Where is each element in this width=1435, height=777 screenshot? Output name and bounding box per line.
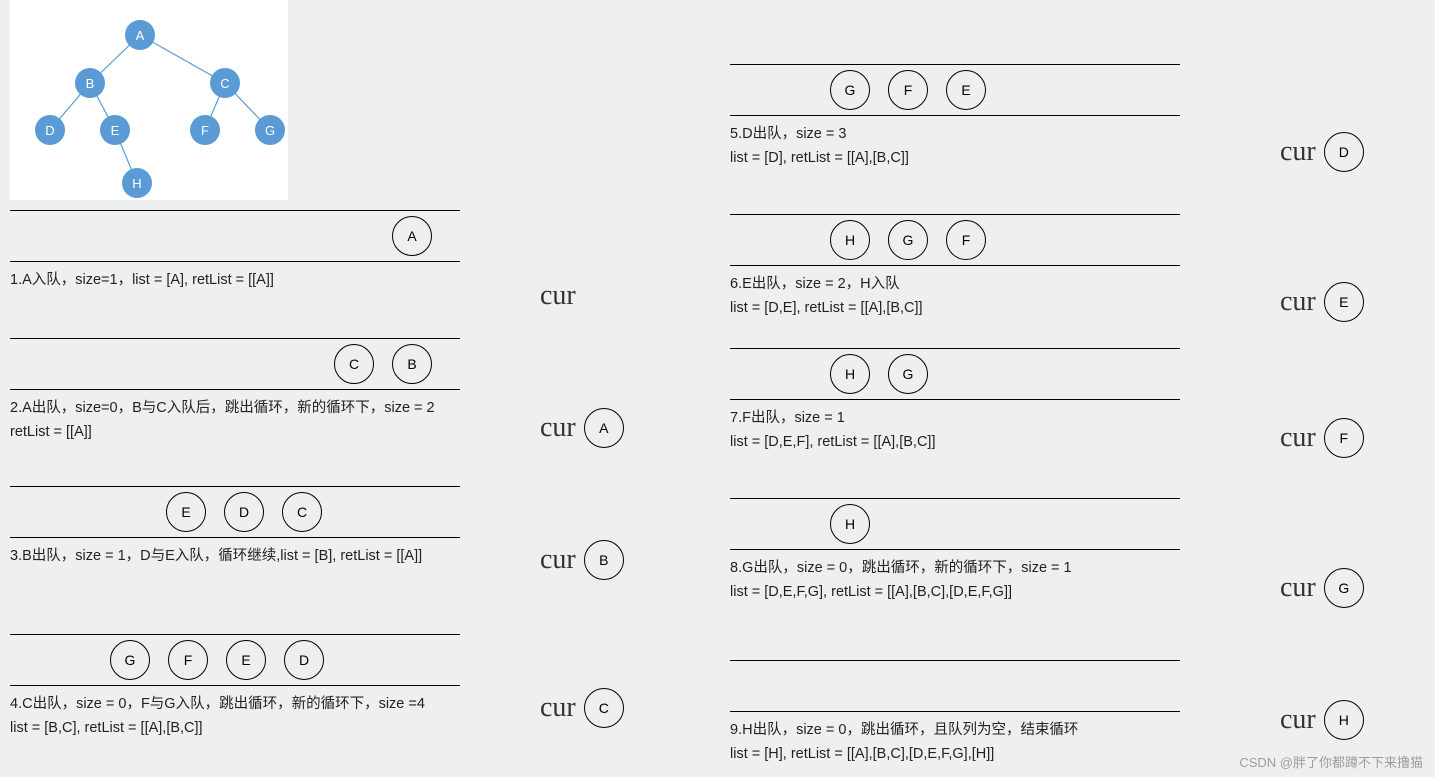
step-text-1: 1.A入队，size=1，list = [A], retList = [[A]] [10,270,460,292]
cur-node: B [584,540,624,580]
queue-node: G [830,70,870,110]
step-text-1: 6.E出队，size = 2，H入队 [730,274,1180,296]
tree-diagram: AB C D E F G H [10,0,288,200]
cur-indicator: curE [1280,282,1364,322]
cur-indicator: curG [1280,568,1364,608]
step: 9.H出队，size = 0，跳出循环，且队列为空，结束循环list = [H]… [730,660,1180,766]
cur-label: cur [1280,704,1316,736]
tree-node-D: D [35,115,65,145]
step: CB 2.A出队，size=0，B与C入队后，跳出循环，新的循环下，size = … [10,338,460,444]
step: GFE 5.D出队，size = 3list = [D], retList = [… [730,64,1180,170]
queue-row [730,661,1180,711]
queue-node: E [226,640,266,680]
cur-label: cur [540,280,576,312]
queue-row: GFE [730,65,1180,115]
queue-row: HGF [730,215,1180,265]
queue-row: HG [730,349,1180,399]
queue-node: G [888,220,928,260]
tree-node-B: B [75,68,105,98]
step-text-1: 3.B出队，size = 1，D与E入队，循环继续,list = [B], re… [10,546,460,568]
step: H 8.G出队，size = 0，跳出循环，新的循环下，size = 1list … [730,498,1180,604]
queue-row: A [10,211,460,261]
queue-node: D [284,640,324,680]
queue-node: G [888,354,928,394]
queue-node: F [946,220,986,260]
left-column: ABCDEFGHA1.A入队，size=1，list = [A], retLis… [0,0,720,777]
queue-node: G [110,640,150,680]
watermark: CSDN @胖了你都蹲不下来撸猫 [1239,752,1423,771]
step: HGF 6.E出队，size = 2，H入队list = [D,E], retLi… [730,214,1180,320]
queue-node: C [334,344,374,384]
cur-label: cur [1280,572,1316,604]
right-column: GFE5.D出队，size = 3list = [D], retList = [… [720,0,1435,777]
cur-label: cur [540,692,576,724]
tree-node-C: C [210,68,240,98]
cur-indicator: curD [1280,132,1364,172]
cur-node: G [1324,568,1364,608]
step-text-2: list = [D,E,F], retList = [[A],[B,C]] [730,432,1180,454]
cur-indicator: curA [540,408,624,448]
queue-row: CB [10,339,460,389]
cur-node: F [1324,418,1364,458]
step: GFED 4.C出队，size = 0，F与G入队，跳出循环，新的循环下，size… [10,634,460,740]
step-text-1: 7.F出队，size = 1 [730,408,1180,430]
cur-indicator: curF [1280,418,1364,458]
step-text-2: list = [D,E], retList = [[A],[B,C]] [730,298,1180,320]
step-text-2: list = [D], retList = [[A],[B,C]] [730,148,1180,170]
cur-node: E [1324,282,1364,322]
cur-label: cur [1280,422,1316,454]
cur-label: cur [540,412,576,444]
queue-node: B [392,344,432,384]
queue-node: C [282,492,322,532]
queue-row: EDC [10,487,460,537]
step-text-2: list = [D,E,F,G], retList = [[A],[B,C],[… [730,582,1180,604]
step-text-1: 5.D出队，size = 3 [730,124,1180,146]
page: ABCDEFGHA1.A入队，size=1，list = [A], retLis… [0,0,1435,777]
queue-node: F [888,70,928,110]
cur-node: H [1324,700,1364,740]
cur-indicator: curB [540,540,624,580]
tree-node-E: E [100,115,130,145]
queue-node: A [392,216,432,256]
step-text-1: 4.C出队，size = 0，F与G入队，跳出循环，新的循环下，size =4 [10,694,460,716]
queue-node: H [830,504,870,544]
step-text-2: list = [B,C], retList = [[A],[B,C]] [10,718,460,740]
cur-node: A [584,408,624,448]
queue-node: E [166,492,206,532]
cur-label: cur [1280,286,1316,318]
tree-node-G: G [255,115,285,145]
step: A 1.A入队，size=1，list = [A], retList = [[A]… [10,210,460,292]
cur-label: cur [1280,136,1316,168]
queue-node: H [830,354,870,394]
cur-indicator: curH [1280,700,1364,740]
queue-node: D [224,492,264,532]
queue-node: E [946,70,986,110]
step-text-2: list = [H], retList = [[A],[B,C],[D,E,F,… [730,744,1180,766]
step-text-1: 2.A出队，size=0，B与C入队后，跳出循环，新的循环下，size = 2 [10,398,460,420]
queue-row: GFED [10,635,460,685]
step-text-2: retList = [[A]] [10,422,460,444]
cur-node: D [1324,132,1364,172]
queue-node: F [168,640,208,680]
queue-row: H [730,499,1180,549]
step-text-1: 9.H出队，size = 0，跳出循环，且队列为空，结束循环 [730,720,1180,742]
tree-node-F: F [190,115,220,145]
cur-label: cur [540,544,576,576]
step-text-1: 8.G出队，size = 0，跳出循环，新的循环下，size = 1 [730,558,1180,580]
tree-node-H: H [122,168,152,198]
step: EDC 3.B出队，size = 1，D与E入队，循环继续,list = [B],… [10,486,460,568]
queue-node: H [830,220,870,260]
cur-indicator: curC [540,688,624,728]
tree-node-A: A [125,20,155,50]
cur-node: C [584,688,624,728]
step: HG 7.F出队，size = 1list = [D,E,F], retList … [730,348,1180,454]
cur-indicator: cur [540,280,576,312]
